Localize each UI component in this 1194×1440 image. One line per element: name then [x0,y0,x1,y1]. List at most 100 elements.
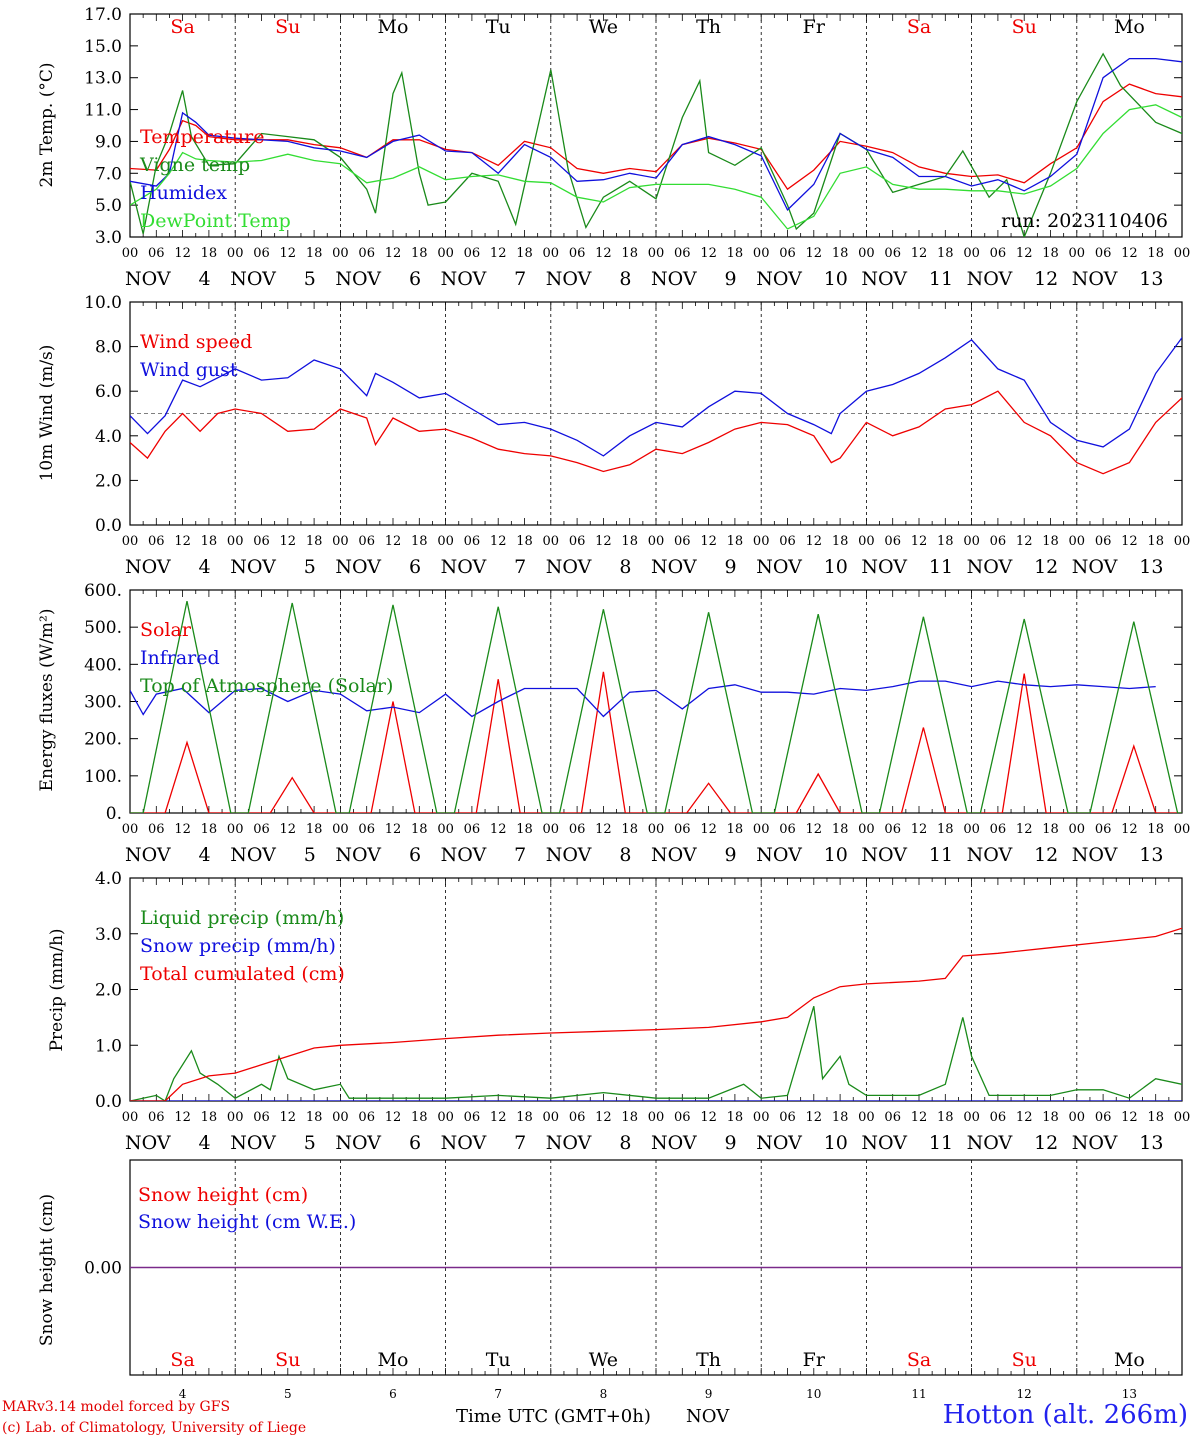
panel-0-hour-label: 18 [306,246,323,261]
panel-0-ytick-label: 9.0 [95,132,122,152]
panel-1-hour-label: 12 [174,534,191,549]
panel-2-ytick-label: 600. [84,581,122,601]
legend-entry: Total cumulated (cm) [140,963,345,985]
panel-0-hour-label: 12 [174,246,191,261]
panel-3-hour-label: 00 [332,1110,349,1125]
panel-1-hour-label: 12 [490,534,507,549]
panel-0-hour-label: 06 [674,246,691,261]
panel-1-hour-label: 06 [779,534,796,549]
panel-0-hour-label: 00 [963,246,980,261]
panel-2-hour-label: 00 [753,822,770,837]
panel-2-hour-label: 12 [385,822,402,837]
panel-3-ytick-label: 1.0 [95,1036,122,1056]
panel-0-month-label: NOV [441,268,487,290]
panel-3-date-label: 9 [725,1132,737,1154]
panel-0-weekday-label: Tu [486,16,511,38]
panel-0-ytick-label: 17.0 [84,5,122,25]
panel-3-hour-label: 06 [358,1110,375,1125]
panel-0-hour-label: 00 [648,246,665,261]
panel-0-date-label: 13 [1139,268,1163,290]
panel-0-weekday-label: Su [1012,16,1037,38]
panel-0-hour-label: 12 [806,246,823,261]
panel-2-hour-label: 06 [358,822,375,837]
panel-2-month-label: NOV [230,844,276,866]
legend-entry: Snow height (cm W.E.) [138,1211,356,1233]
panel-0-weekday-label: Mo [378,16,409,38]
panel-3-hour-label: 00 [648,1110,665,1125]
panel-3-month-label: NOV [230,1132,276,1154]
panel-3-date-label: 4 [199,1132,211,1154]
panel-1-hour-label: 12 [280,534,297,549]
panel-2-hour-label: 06 [1095,822,1112,837]
panel-3-month-label: NOV [967,1132,1013,1154]
panel-2-hour-label: 00 [648,822,665,837]
panel-2-hour-label: 18 [1147,822,1164,837]
bottom-date-label: 12 [1017,1387,1032,1401]
panel-1-hour-label: 00 [963,534,980,549]
bottom-date-label: 11 [911,1387,926,1401]
panel-3-ylabel: Precip (mm/h) [47,928,67,1051]
panel-2-ytick-label: 0. [106,804,122,824]
panel-2-ytick-label: 300. [84,693,122,713]
panel-3-month-label: NOV [861,1132,907,1154]
panel-0-ylabel: 2m Temp. (°C) [37,62,57,187]
x-axis-time-label: Time UTC (GMT+0h) [456,1406,651,1427]
panel-3-hour-label: 18 [516,1110,533,1125]
panel-3-hour-label: 12 [385,1110,402,1125]
legend-entry: Temperature [140,126,264,148]
legend-entry: Snow height (cm) [138,1184,308,1206]
panel-0-hour-label: 00 [227,246,244,261]
panel-0-hour-label: 18 [832,246,849,261]
panel-2-month-label: NOV [335,844,381,866]
panel-2-ylabel: Energy fluxes (W/m²) [37,609,57,792]
panel-3-hour-label: 00 [753,1110,770,1125]
panel-3-hour-label: 18 [727,1110,744,1125]
panel-1-month-label: NOV [756,556,802,578]
credit-lab: (c) Lab. of Climatology, University of L… [2,1420,307,1436]
panel-2-hour-label: 12 [595,822,612,837]
panel-2-hour-label: 06 [674,822,691,837]
panel-0-month-label: NOV [335,268,381,290]
series-line-dewpoint-temp [130,104,1182,230]
panel-1-hour-label: 00 [648,534,665,549]
panel-3-hour-label: 12 [1016,1110,1033,1125]
panel-2-month-label: NOV [546,844,592,866]
panel-3-hour-label: 00 [858,1110,875,1125]
panel-1-hour-label: 00 [1174,534,1191,549]
panel-1-hour-label: 18 [727,534,744,549]
panel-1-hour-label: 00 [858,534,875,549]
panel-3-month-label: NOV [651,1132,697,1154]
panel-3-hour-label: 12 [490,1110,507,1125]
panel-4-weekday-label: Sa [907,1349,931,1371]
panel-2-hour-label: 18 [516,822,533,837]
panel-1-date-label: 11 [929,556,953,578]
panel-1-hour-label: 06 [674,534,691,549]
panel-1-date-label: 12 [1034,556,1058,578]
panel-1-hour-label: 00 [1069,534,1086,549]
panel-3-month-label: NOV [335,1132,381,1154]
panel-4-ytick-label: 0.00 [84,1259,122,1279]
panel-0-date-label: 4 [199,268,211,290]
panel-0-hour-label: 18 [1042,246,1059,261]
panel-2-hour-label: 00 [227,822,244,837]
panel-1-month-label: NOV [335,556,381,578]
panel-1-hour-label: 12 [595,534,612,549]
series-line-infrared [130,680,1156,718]
panel-0-hour-label: 12 [1121,246,1138,261]
panel-4-weekday-label: Mo [378,1349,409,1371]
panel-1-ytick-label: 0.0 [95,516,122,536]
panel-3-hour-label: 12 [700,1110,717,1125]
panel-4-weekday-label: Su [1012,1349,1037,1371]
panel-2-hour-label: 06 [569,822,586,837]
bottom-date-label: 8 [600,1387,608,1401]
panel-0-hour-label: 06 [990,246,1007,261]
panel-1-hour-label: 12 [911,534,928,549]
series-line-total-cumulated-cm- [130,927,1182,1101]
panel-0-hour-label: 18 [1147,246,1164,261]
panel-2-month-label: NOV [967,844,1013,866]
legend-entry: Infrared [140,647,220,669]
panel-3-hour-label: 00 [227,1110,244,1125]
panel-2-hour-label: 00 [1174,822,1191,837]
panel-3-hour-label: 06 [464,1110,481,1125]
panel-1-hour-label: 18 [1147,534,1164,549]
